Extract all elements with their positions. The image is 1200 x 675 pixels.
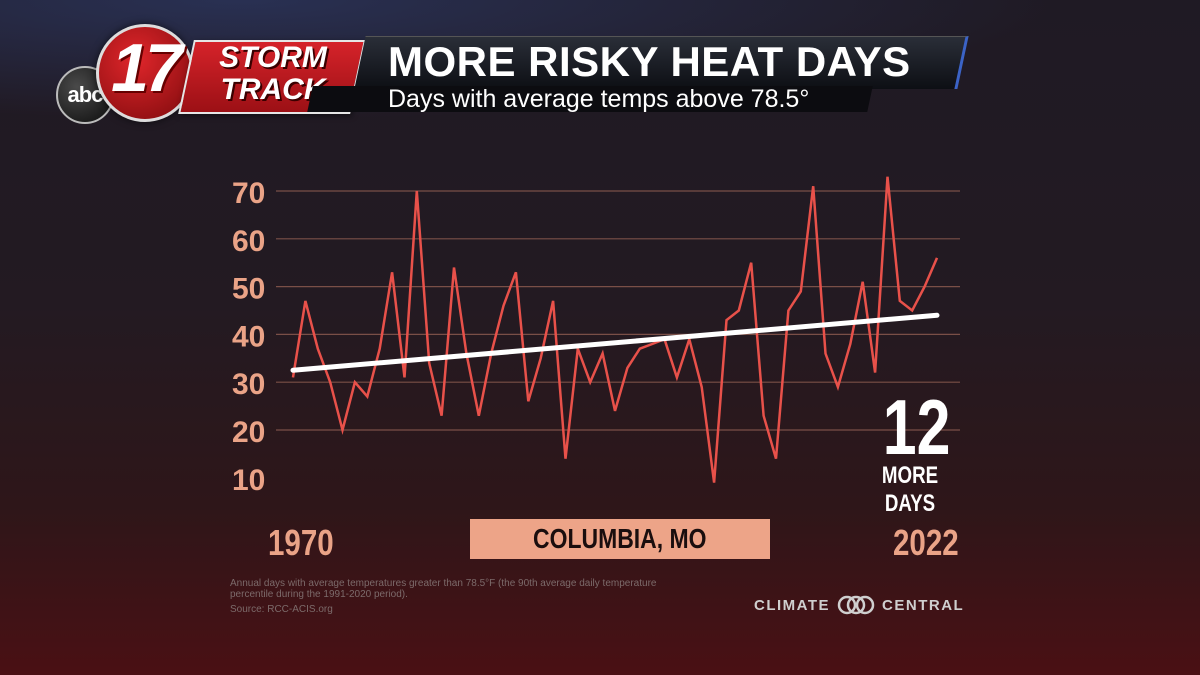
location-label: COLUMBIA, MO [533, 523, 707, 554]
x-label-start: 1970 [268, 522, 334, 563]
page-title: MORE RISKY HEAT DAYS [388, 38, 911, 85]
annotation-label: MORE DAYS [881, 462, 939, 517]
y-tick-label: 30 [232, 368, 265, 401]
storm-track-text: STORM TRACK [188, 42, 358, 106]
footnote: Annual days with average temperatures gr… [230, 578, 657, 600]
x-label-end: 2022 [893, 522, 959, 563]
y-tick-label: 70 [232, 177, 265, 210]
y-tick-label: 10 [232, 464, 265, 497]
location-box: COLUMBIA, MO [470, 519, 770, 559]
source-credit: Source: RCC-ACIS.org [230, 604, 333, 615]
y-tick-label: 50 [232, 273, 265, 306]
y-tick-label: 60 [232, 225, 265, 258]
y-tick-label: 40 [232, 320, 265, 353]
y-tick-label: 20 [232, 416, 265, 449]
climate-central-icon [837, 595, 875, 615]
trend-line [290, 312, 940, 373]
storm-line: STORM [219, 41, 327, 74]
climate-central-text: CLIMATE [754, 596, 831, 614]
track-line: TRACK [220, 73, 326, 106]
page-subtitle: Days with average temps above 78.5° [388, 85, 810, 113]
climate-central-text-2: CENTRAL [882, 596, 965, 614]
climate-central-logo: CLIMATE CENTRAL [754, 594, 964, 616]
station-logo: abc 17 STORM TRACK [52, 18, 366, 124]
channel-number: 17 [111, 30, 183, 106]
data-series-line [291, 176, 939, 483]
annotation-value: 12 [882, 383, 951, 471]
